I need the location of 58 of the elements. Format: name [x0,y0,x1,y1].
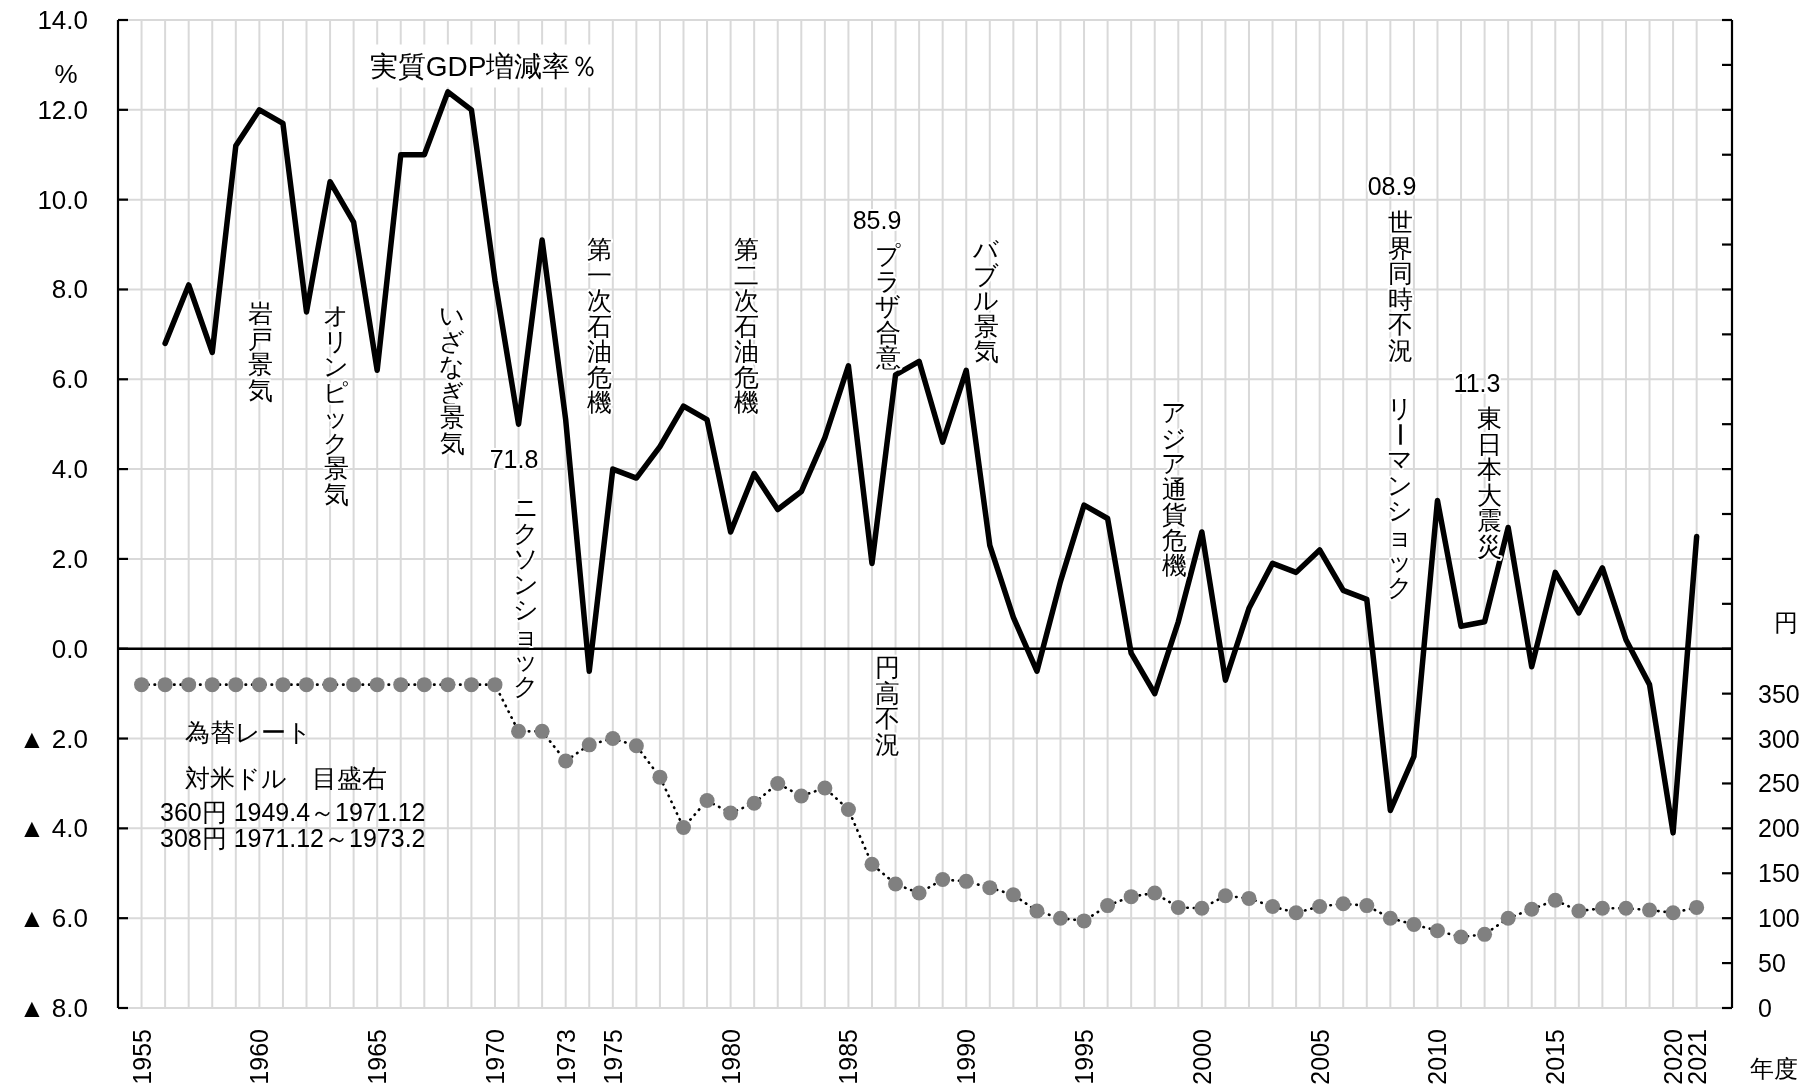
x-tick-label: 2005 [1305,1029,1334,1085]
x-axis-title: 年度 [1750,1054,1798,1082]
y2-tick-label: 350 [1758,679,1800,708]
y-axis-title: % [54,59,78,89]
annotation: 85.9 [852,206,902,234]
x-tick-label: 1975 [598,1029,627,1085]
annotation: 71.8 [489,445,539,473]
x-tick-label: 1980 [716,1029,745,1085]
x-tick-label: 1973 [551,1029,580,1085]
x-tick-label: 1965 [363,1029,392,1085]
annotation: 308円 1971.12～1973.2 [160,824,426,852]
y-tick-label: 2.0 [51,543,88,574]
annotation: 円高不況 [874,653,900,758]
annotation: 為替レート [185,718,312,746]
annotation: バブル景気 [972,235,999,365]
x-tick-label: 2010 [1423,1029,1452,1085]
annotation: 対米ドル 目盛右 [185,764,387,792]
y2-tick-label: 0 [1758,994,1772,1022]
y-tick-label: 0.0 [51,633,88,664]
annotation: 360円 1949.4～1971.12 [160,798,426,826]
y-tick-label: ▲ 6.0 [18,903,88,934]
x-tick-label: 1985 [834,1029,863,1085]
x-tick-label: 2015 [1541,1029,1570,1085]
annotation: アジア通貨危機 [1161,398,1187,579]
annotation: オリンピック景気 [323,301,349,508]
y-tick-label: 4.0 [51,454,88,485]
y2-tick-label: 100 [1758,904,1800,933]
annotation: リーマンショック [1386,394,1415,601]
x-tick-label: 1955 [127,1029,156,1085]
annotation: 第二次石油危機 [733,235,759,416]
y2-tick-label: 200 [1758,814,1800,843]
x-tick-label: 1995 [1070,1029,1099,1085]
y-tick-label: 6.0 [51,364,88,395]
y-tick-label: 8.0 [51,274,88,305]
x-tick-label: 1990 [952,1029,981,1085]
y2-tick-label: 150 [1758,859,1800,888]
y-tick-label: 14.0 [37,5,88,35]
y-tick-label: ▲ 2.0 [18,723,88,754]
y2-tick-label: 50 [1758,949,1786,978]
annotation: 岩戸景気 [247,299,273,404]
text: 実質GDP増減率％ [369,50,599,82]
x-tick-label: 2000 [1187,1029,1216,1085]
y-tick-label: 12.0 [37,94,88,125]
y-tick-label: ▲ 8.0 [18,993,88,1023]
annotation: 11.3 [1453,369,1501,397]
x-tick-label: 1970 [480,1029,509,1085]
y2-tick-label: 300 [1758,724,1800,753]
annotation: ニクソンショック [513,493,539,700]
annotation: 世界同時不況 [1387,208,1413,364]
y-tick-label: 10.0 [37,184,88,215]
y-tick-label: ▲ 4.0 [18,813,88,844]
y2-tick-label: 250 [1758,769,1800,798]
annotation: 第一次石油危機 [586,235,612,416]
annotation: 08.9 [1367,172,1417,200]
x-tick-label: 1960 [245,1029,274,1085]
annotation: 東日本大震災 [1476,404,1502,560]
y2-axis-title: 円 [1774,608,1798,636]
annotation: プラザ合意 [874,241,901,371]
